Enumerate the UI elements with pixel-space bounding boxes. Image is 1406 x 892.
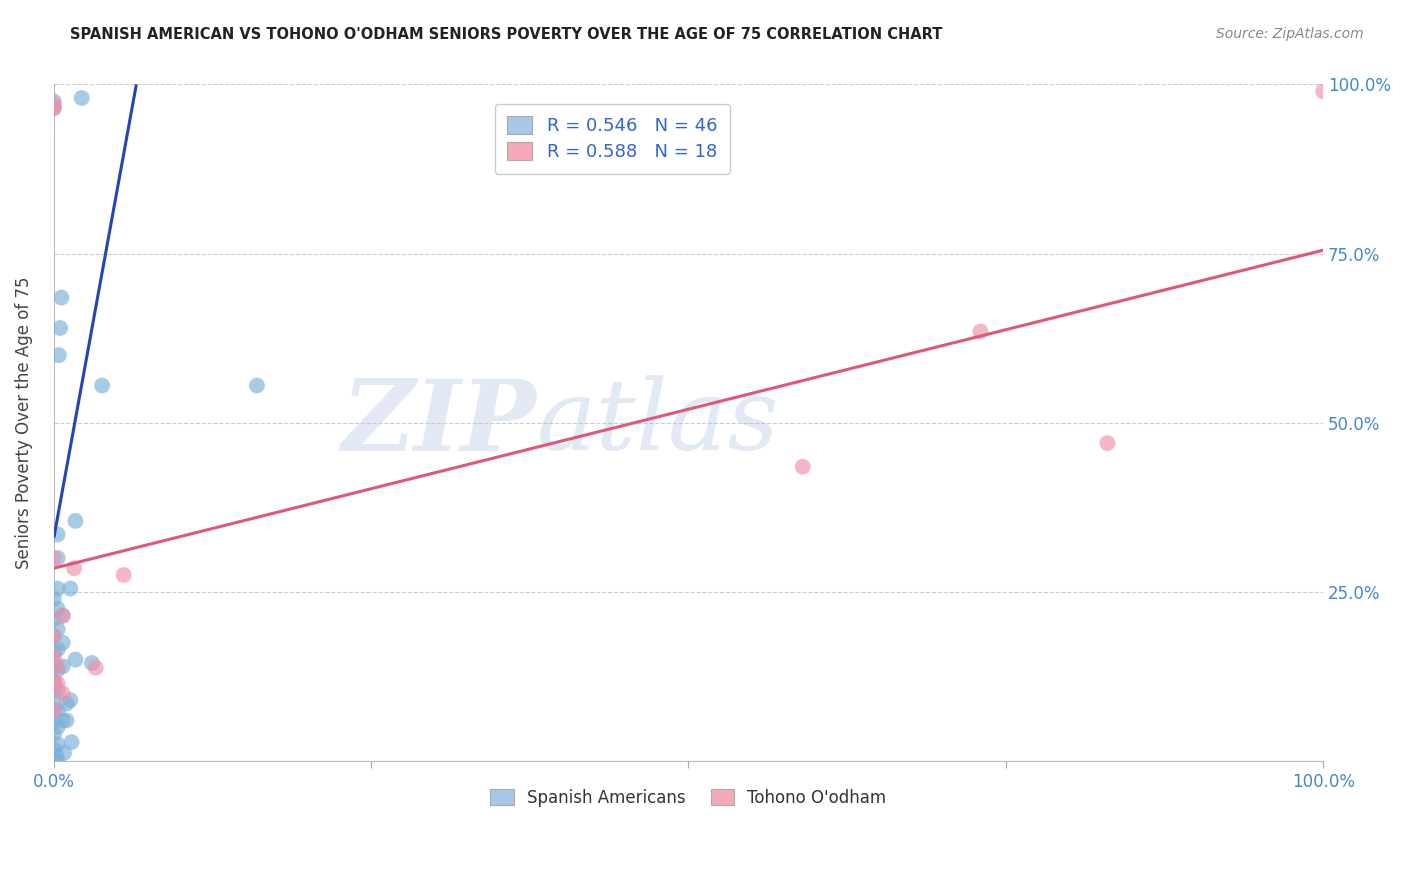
Text: Source: ZipAtlas.com: Source: ZipAtlas.com — [1216, 27, 1364, 41]
Point — [84, 661, 107, 675]
Point — [46, 737, 69, 751]
Point — [1312, 84, 1334, 98]
Point — [46, 703, 69, 717]
Point — [42, 674, 65, 689]
Y-axis label: Seniors Poverty Over the Age of 75: Seniors Poverty Over the Age of 75 — [15, 277, 32, 569]
Point — [49, 321, 72, 335]
Point — [46, 582, 69, 596]
Point — [42, 659, 65, 673]
Point — [42, 551, 65, 566]
Point — [52, 714, 75, 728]
Point — [52, 659, 75, 673]
Point — [42, 690, 65, 704]
Point — [46, 754, 69, 768]
Text: ZIP: ZIP — [342, 375, 536, 471]
Point — [792, 459, 814, 474]
Point — [46, 642, 69, 657]
Point — [59, 582, 82, 596]
Point — [55, 714, 77, 728]
Point — [42, 742, 65, 756]
Point — [46, 659, 69, 673]
Point — [53, 746, 76, 760]
Point — [42, 612, 65, 626]
Point — [46, 602, 69, 616]
Point — [52, 686, 75, 700]
Point — [52, 608, 75, 623]
Point — [52, 608, 75, 623]
Text: atlas: atlas — [536, 376, 779, 470]
Point — [48, 348, 70, 362]
Point — [1097, 436, 1119, 450]
Point — [112, 568, 135, 582]
Point — [46, 720, 69, 734]
Point — [969, 325, 991, 339]
Point — [55, 697, 77, 711]
Point — [246, 378, 269, 392]
Point — [42, 714, 65, 729]
Point — [51, 291, 73, 305]
Point — [42, 101, 65, 115]
Point — [42, 727, 65, 741]
Point — [46, 551, 69, 566]
Point — [42, 95, 65, 109]
Point — [65, 514, 87, 528]
Point — [42, 676, 65, 690]
Point — [42, 591, 65, 606]
Point — [70, 91, 93, 105]
Point — [46, 683, 69, 698]
Point — [91, 378, 114, 392]
Point — [46, 527, 69, 541]
Point — [42, 101, 65, 115]
Point — [45, 748, 67, 763]
Point — [63, 561, 86, 575]
Point — [42, 754, 65, 768]
Point — [80, 656, 103, 670]
Point — [46, 622, 69, 636]
Point — [59, 693, 82, 707]
Point — [65, 652, 87, 666]
Legend: Spanish Americans, Tohono O'odham: Spanish Americans, Tohono O'odham — [484, 782, 893, 814]
Point — [60, 735, 83, 749]
Text: SPANISH AMERICAN VS TOHONO O'ODHAM SENIORS POVERTY OVER THE AGE OF 75 CORRELATIO: SPANISH AMERICAN VS TOHONO O'ODHAM SENIO… — [70, 27, 942, 42]
Point — [52, 635, 75, 649]
Point — [46, 676, 69, 690]
Point — [42, 629, 65, 643]
Point — [42, 646, 65, 660]
Point — [42, 629, 65, 643]
Point — [42, 97, 65, 112]
Point — [42, 649, 65, 664]
Point — [46, 663, 69, 677]
Point — [42, 703, 65, 717]
Point — [42, 703, 65, 717]
